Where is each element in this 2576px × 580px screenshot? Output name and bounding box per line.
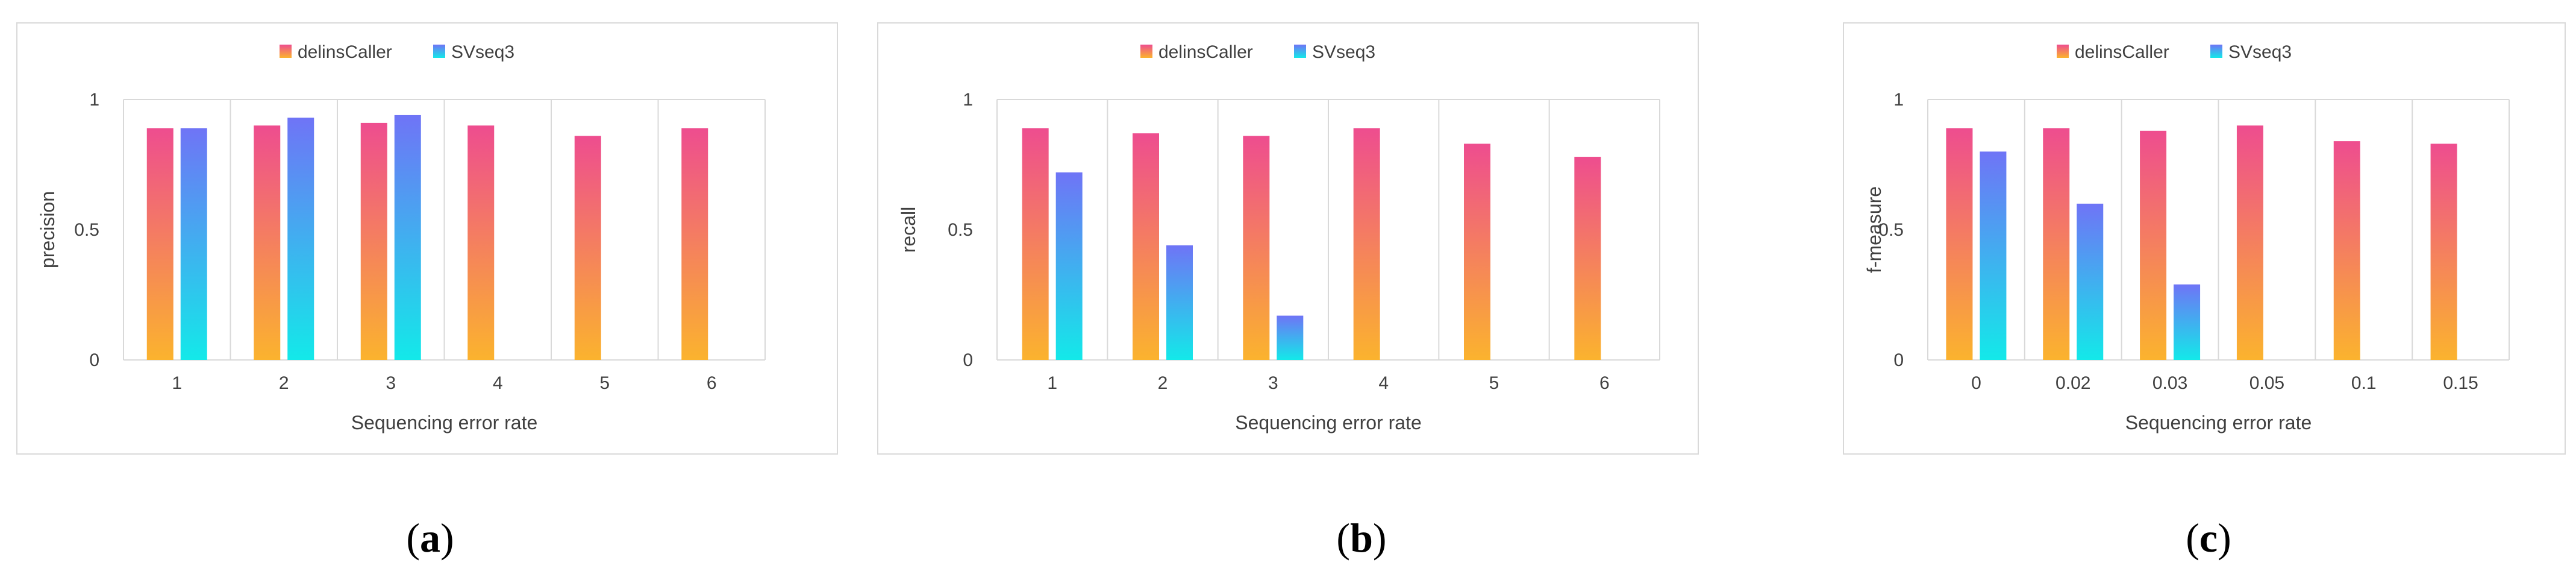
y-tick-label: 0 — [1893, 350, 1904, 370]
bar-delinscaller-6 — [1574, 157, 1601, 360]
panel-label-b: (b) — [1336, 515, 1386, 561]
chart-panel-a: delinsCaller SVseq3 0 0.5 1 precision 1 2 3 4 5 6 Se… — [16, 22, 838, 455]
y-tick-label: 0.5 — [74, 220, 99, 240]
bar-svseq3-3 — [1277, 315, 1304, 360]
legend-swatch-svseq3 — [1294, 45, 1306, 58]
legend-swatch-delinscaller — [2057, 45, 2069, 58]
legend-swatch-delinscaller — [280, 45, 292, 58]
legend-label-svseq3: SVseq3 — [2228, 42, 2292, 62]
x-tick-label: 0.02 — [2055, 373, 2090, 393]
panel-letter: c — [2199, 515, 2218, 561]
x-axis-title: Sequencing error rate — [2125, 412, 2312, 433]
bar-delinscaller-0.15 — [2430, 143, 2457, 360]
bar-svseq3-0.02 — [2077, 203, 2104, 360]
legend-swatch-delinscaller — [1140, 45, 1152, 58]
x-tick-label: 4 — [493, 373, 503, 393]
legend-swatch-svseq3 — [433, 45, 445, 58]
bar-svseq3-1 — [1055, 172, 1083, 360]
x-axis-title: Sequencing error rate — [1235, 412, 1422, 433]
x-tick-label: 3 — [386, 373, 396, 393]
bar-delinscaller-4 — [467, 125, 495, 360]
y-tick-label: 0 — [963, 350, 973, 370]
y-tick-label: 0.5 — [1878, 220, 1904, 240]
x-axis-title: Sequencing error rate — [351, 412, 538, 433]
bar-delinscaller-0 — [1946, 128, 1973, 360]
legend-label-delinscaller: delinsCaller — [2075, 42, 2169, 62]
bar-delinscaller-3 — [360, 122, 387, 360]
bar-svseq3-3 — [394, 115, 421, 361]
bar-svseq3-1 — [180, 128, 207, 360]
x-tick-label: 0.1 — [2351, 373, 2377, 393]
legend-label-delinscaller: delinsCaller — [298, 42, 392, 62]
x-tick-label: 0 — [1971, 373, 1981, 393]
chart-panel-b: delinsCaller SVseq3 0 0.5 1 recall 1 2 3 4 5 6 Seque… — [877, 22, 1699, 455]
x-tick-label: 6 — [1599, 373, 1610, 393]
y-tick-label: 1 — [1893, 90, 1904, 110]
bar-delinscaller-2 — [1133, 133, 1159, 360]
y-tick-label: 0.5 — [948, 220, 973, 240]
x-tick-label: 6 — [707, 373, 717, 393]
x-tick-label: 5 — [1489, 373, 1499, 393]
bar-delinscaller-1 — [1022, 128, 1049, 360]
legend-label-delinscaller: delinsCaller — [1158, 42, 1253, 62]
bar-delinscaller-1 — [146, 128, 174, 360]
legend-label-svseq3: SVseq3 — [1312, 42, 1375, 62]
panel-label-a: (a) — [406, 515, 454, 561]
y-tick-label: 1 — [89, 90, 99, 110]
x-tick-label: 0.15 — [2443, 373, 2478, 393]
bar-delinscaller-3 — [1243, 136, 1270, 361]
bar-delinscaller-0.03 — [2140, 130, 2167, 360]
bar-svseq3-0 — [1980, 151, 2007, 360]
bar-svseq3-2 — [1166, 245, 1193, 360]
bar-delinscaller-0.05 — [2236, 125, 2263, 360]
x-tick-label: 1 — [1047, 373, 1057, 393]
bar-svseq3-0.03 — [2174, 284, 2201, 360]
y-tick-label: 0 — [89, 350, 99, 370]
x-tick-label: 2 — [279, 373, 289, 393]
panel-letter: b — [1350, 515, 1373, 561]
legend-label-svseq3: SVseq3 — [451, 42, 514, 62]
legend-swatch-svseq3 — [2210, 45, 2222, 58]
bar-delinscaller-4 — [1353, 128, 1380, 360]
bar-delinscaller-5 — [574, 136, 601, 361]
x-tick-label: 0.03 — [2152, 373, 2187, 393]
bar-delinscaller-2 — [254, 125, 281, 360]
x-tick-label: 0.05 — [2249, 373, 2284, 393]
bar-delinscaller-5 — [1464, 143, 1490, 360]
y-axis-title: precision — [37, 191, 58, 268]
bar-delinscaller-6 — [681, 128, 708, 360]
x-tick-label: 2 — [1158, 373, 1168, 393]
bar-svseq3-2 — [287, 118, 314, 361]
bar-delinscaller-0.02 — [2043, 128, 2070, 360]
chart-frame — [877, 22, 1699, 455]
x-tick-label: 5 — [599, 373, 610, 393]
panel-letter: a — [420, 515, 440, 561]
y-axis-title: recall — [898, 207, 919, 253]
chart-panel-c: delinsCaller SVseq3 0 0.5 1 f-measure 0 0.02 0.0… — [1843, 22, 2566, 455]
x-tick-label: 4 — [1378, 373, 1389, 393]
y-tick-label: 1 — [963, 90, 973, 110]
panel-label-c: (c) — [2186, 515, 2231, 561]
x-tick-label: 3 — [1268, 373, 1278, 393]
x-tick-label: 1 — [172, 373, 182, 393]
bar-delinscaller-0.1 — [2333, 141, 2360, 360]
y-axis-title: f-measure — [1863, 186, 1885, 273]
